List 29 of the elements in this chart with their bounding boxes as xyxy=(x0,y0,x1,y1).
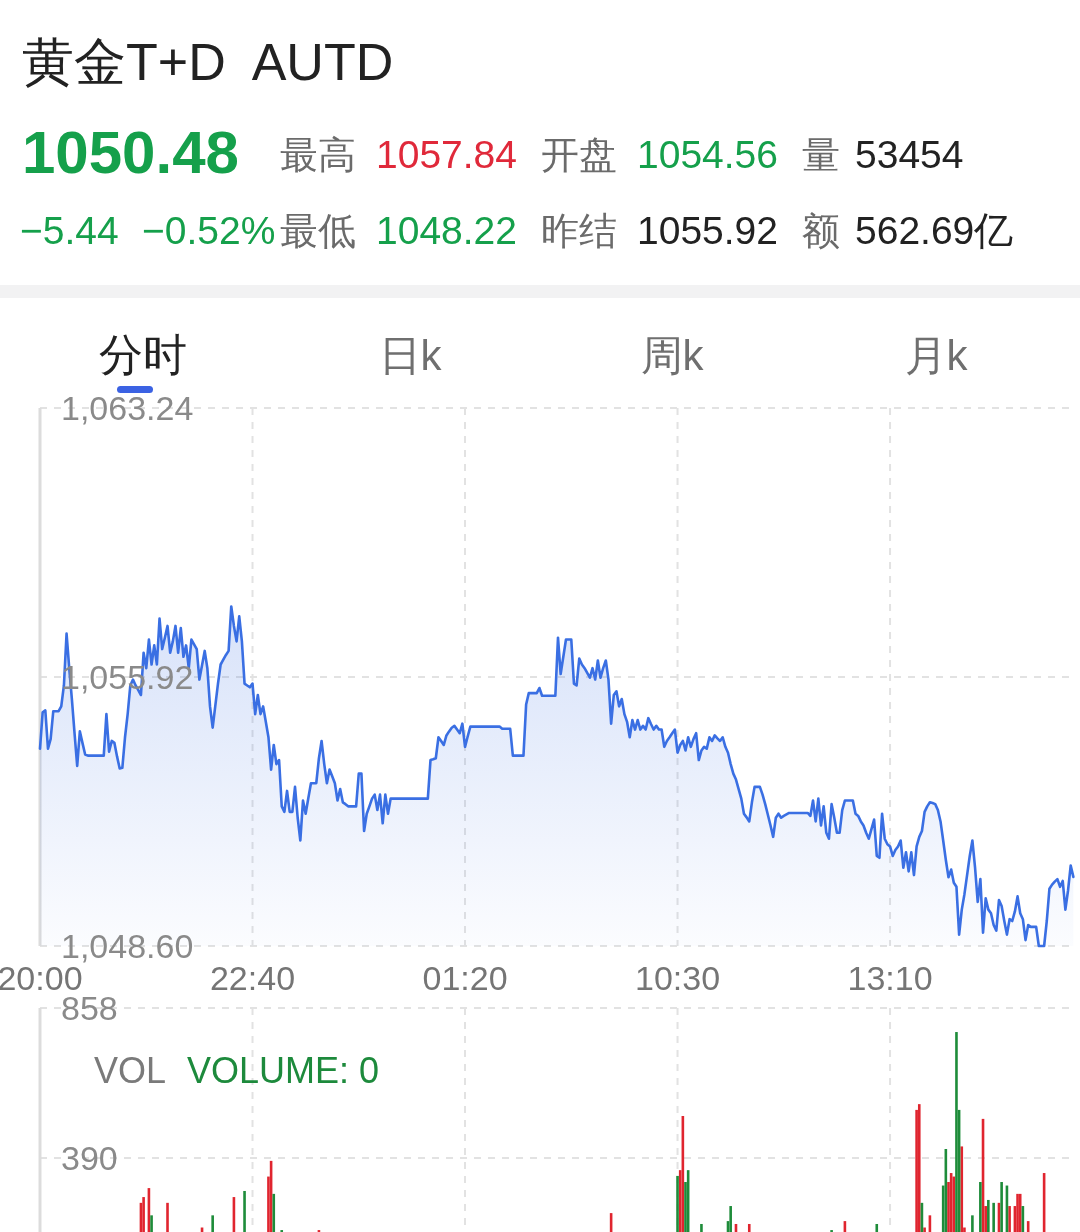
text: 周k xyxy=(640,332,705,379)
text: 最高 xyxy=(280,134,356,176)
text: 1055.92 xyxy=(637,209,778,252)
y-tick-label: 1,063.24 xyxy=(61,389,194,427)
x-tick-label: 01:20 xyxy=(422,959,508,997)
text: 1057.84 xyxy=(376,133,517,176)
annotation: VOL xyxy=(94,1050,167,1091)
text: 开盘 xyxy=(541,134,617,176)
x-tick-label: 10:30 xyxy=(634,959,721,997)
text: 日k xyxy=(378,332,443,379)
text: 额 xyxy=(802,210,840,252)
text: 分时 xyxy=(99,330,187,379)
chart-title: 黄金T+D xyxy=(22,33,226,91)
text: 1050.48 xyxy=(22,119,239,186)
y-tick-label: 390 xyxy=(61,1138,118,1177)
text: 1054.56 xyxy=(637,133,778,176)
text: −5.44 xyxy=(20,209,119,252)
text: 最低 xyxy=(280,210,356,252)
x-tick-label: 22:40 xyxy=(209,959,296,997)
text: 昨结 xyxy=(541,210,617,252)
text: −0.52% xyxy=(142,209,276,252)
text: 量 xyxy=(802,134,840,176)
chart-subtitle: AUTD xyxy=(251,33,394,91)
x-tick-label: 13:10 xyxy=(847,959,933,997)
text: 1048.22 xyxy=(376,209,517,252)
annotation: VOLUME: 0 xyxy=(187,1050,380,1091)
text: 53454 xyxy=(855,133,964,176)
text: 562.69亿 xyxy=(855,209,1014,252)
text: 月k xyxy=(904,332,969,379)
